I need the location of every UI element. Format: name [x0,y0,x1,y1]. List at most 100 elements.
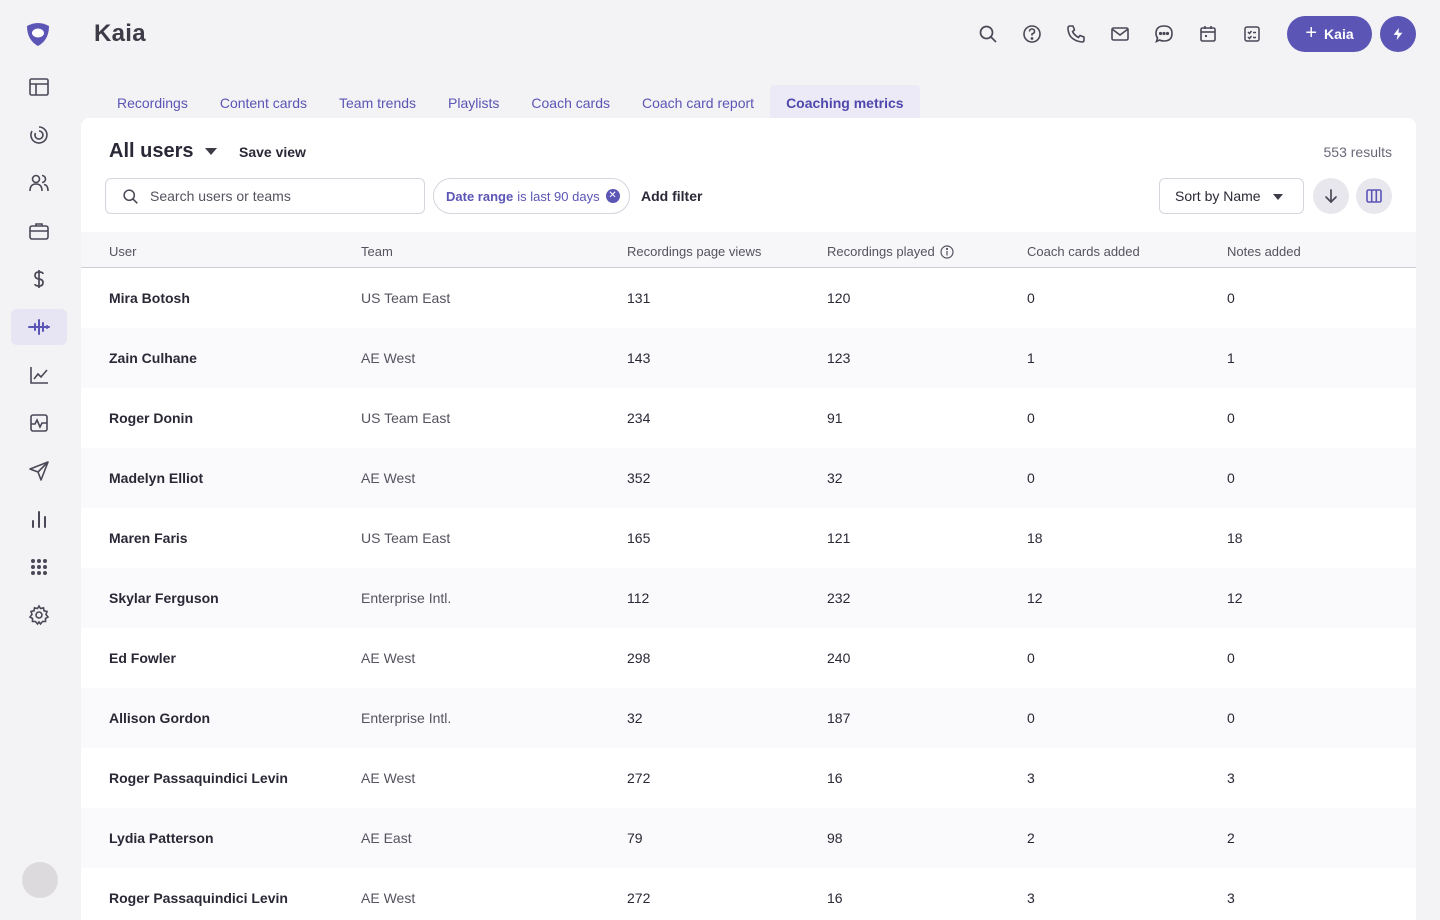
page-views: 234 [627,410,651,426]
send-icon [29,461,49,481]
table-row[interactable]: Zain Culhane AE West 143 123 1 1 [81,328,1416,388]
sidebar-item-layout[interactable] [11,69,67,105]
phone-button[interactable] [1064,22,1088,46]
sidebar-item-trend[interactable] [11,357,67,393]
tab-team-trends[interactable]: Team trends [339,95,417,111]
column-header-user[interactable]: User [109,244,136,259]
add-filter-button[interactable]: Add filter [641,188,703,204]
help-button[interactable] [1020,22,1044,46]
sidebar-item-dollar[interactable] [11,261,67,297]
team-name: AE West [361,890,416,906]
team-name: AE West [361,470,416,486]
gear-icon [28,604,50,626]
tab-coach-card-report[interactable]: Coach card report [642,95,755,111]
sort-direction-button[interactable] [1313,178,1349,214]
tab-coaching-metrics[interactable]: Coaching metrics [770,85,920,118]
plus-icon: + [1305,22,1318,44]
user-name[interactable]: Ed Fowler [109,650,176,666]
user-name[interactable]: Madelyn Elliot [109,470,204,486]
notes-added: 1 [1227,350,1235,366]
table-row[interactable]: Lydia Patterson AE East 79 98 2 2 [81,808,1416,868]
recordings-played: 240 [827,650,851,666]
sidebar-item-activity[interactable] [11,405,67,441]
user-name[interactable]: Skylar Ferguson [109,590,219,606]
sort-dropdown[interactable]: Sort by Name [1159,178,1304,214]
table-row[interactable]: Ed Fowler AE West 298 240 0 0 [81,628,1416,688]
user-name[interactable]: Zain Culhane [109,350,197,366]
sidebar-item-bar-chart[interactable] [11,501,67,537]
table-row[interactable]: Roger Passaquindici Levin AE West 272 16 3 3 [81,748,1416,808]
user-avatar[interactable] [22,862,58,898]
sidebar [0,0,78,920]
tab-content-cards[interactable]: Content cards [219,95,307,111]
table-row[interactable]: Mira Botosh US Team East 131 120 0 0 [81,268,1416,328]
notes-added: 2 [1227,830,1235,846]
quick-actions-button[interactable] [1380,16,1416,52]
coach-cards-added: 0 [1027,710,1035,726]
new-button[interactable]: + Kaia [1287,16,1372,52]
search-box [105,178,425,214]
table-row[interactable]: Maren Faris US Team East 165 121 18 18 [81,508,1416,568]
coach-cards-added: 2 [1027,830,1035,846]
info-icon[interactable] [940,244,954,259]
tab-coach-cards[interactable]: Coach cards [531,95,610,111]
recordings-played: 32 [827,470,843,486]
user-name[interactable]: Mira Botosh [109,290,190,306]
calendar-button[interactable] [1196,22,1220,46]
filter-chip-date-range[interactable]: Date range is last 90 days ✕ [433,178,630,214]
user-name[interactable]: Lydia Patterson [109,830,214,846]
coach-cards-added: 0 [1027,470,1035,486]
app-logo[interactable] [24,20,52,48]
sidebar-item-apps[interactable] [11,549,67,585]
team-name: AE West [361,650,416,666]
mail-icon [1111,27,1129,41]
arrow-down-icon [1325,189,1337,204]
coach-cards-added: 0 [1027,290,1035,306]
tasks-button[interactable] [1240,22,1264,46]
user-name[interactable]: Maren Faris [109,530,188,546]
team-name: AE West [361,350,416,366]
recordings-played: 121 [827,530,851,546]
coach-cards-added: 0 [1027,410,1035,426]
view-selector[interactable]: All users [109,140,218,163]
chat-button[interactable] [1152,22,1176,46]
table-row[interactable]: Allison Gordon Enterprise Intl. 32 187 0 0 [81,688,1416,748]
activity-icon [30,414,48,432]
columns-button[interactable] [1356,178,1392,214]
trend-icon [30,367,48,384]
save-view-button[interactable]: Save view [239,144,306,160]
sidebar-item-waveform[interactable] [11,309,67,345]
page-views: 165 [627,530,651,546]
caret-down-icon [205,148,218,155]
column-header-coach-cards[interactable]: Coach cards added [1027,244,1140,259]
coach-cards-added: 0 [1027,650,1035,666]
phone-icon [1067,25,1085,43]
search-input[interactable] [150,188,410,204]
user-name[interactable]: Allison Gordon [109,710,211,726]
column-header-team[interactable]: Team [361,244,393,259]
sidebar-item-send[interactable] [11,453,67,489]
table-row[interactable]: Madelyn Elliot AE West 352 32 0 0 [81,448,1416,508]
table-row[interactable]: Skylar Ferguson Enterprise Intl. 112 232 12 1… [81,568,1416,628]
user-name[interactable]: Roger Passaquindici Levin [109,890,288,906]
search-button[interactable] [976,22,1000,46]
column-header-notes[interactable]: Notes added [1227,244,1301,259]
sidebar-item-people[interactable] [11,165,67,201]
column-label: Recordings page views [627,244,762,259]
table-row[interactable]: Roger Donin US Team East 234 91 0 0 [81,388,1416,448]
table-row[interactable]: Roger Passaquindici Levin AE West 272 16 3 3 [81,868,1416,920]
team-name: Enterprise Intl. [361,710,452,726]
tab-recordings[interactable]: Recordings [117,95,188,111]
sidebar-item-briefcase[interactable] [11,213,67,249]
column-header-page-views[interactable]: Recordings page views [627,244,761,259]
column-header-recordings-played[interactable]: Recordings played [827,244,954,259]
table-body: Mira Botosh US Team East 131 120 0 0 Zain Culh… [81,268,1416,920]
notes-added: 0 [1227,410,1235,426]
tab-playlists[interactable]: Playlists [448,95,500,111]
user-name[interactable]: Roger Passaquindici Levin [109,770,288,786]
sidebar-item-dial[interactable] [11,117,67,153]
remove-filter-icon[interactable]: ✕ [605,189,620,203]
user-name[interactable]: Roger Donin [109,410,193,426]
sidebar-item-settings[interactable] [11,597,67,633]
mail-button[interactable] [1108,22,1132,46]
